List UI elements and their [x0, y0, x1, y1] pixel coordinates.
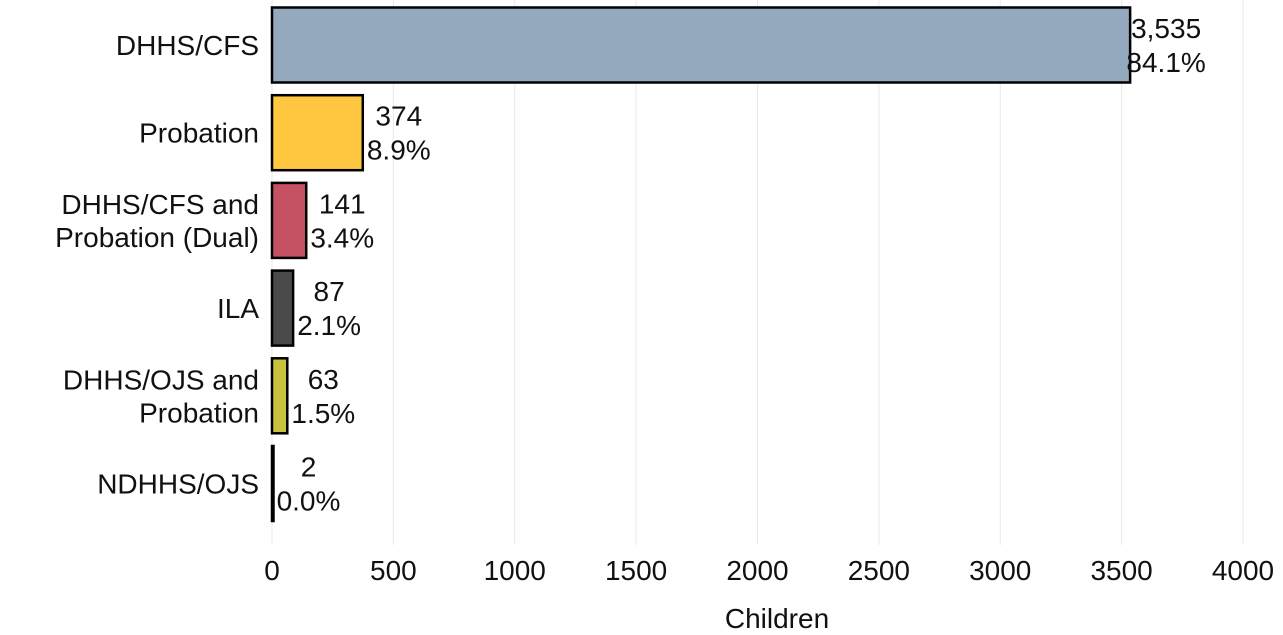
x-tick-label: 4000 [1212, 555, 1274, 586]
x-axis-title: Children [725, 603, 829, 634]
value-label: 374 [375, 101, 422, 132]
bar [270, 181, 308, 260]
x-tick-label: 1500 [605, 555, 667, 586]
percent-label: 3.4% [310, 222, 374, 253]
gridlines [271, 0, 1244, 545]
bar [270, 269, 295, 347]
percent-label: 2.1% [297, 310, 361, 341]
percent-label: 1.5% [291, 398, 355, 429]
x-axis-tick-labels: 0 500 1000 1500 2000 2500 3000 3500 4000 [264, 555, 1274, 586]
value-label: 2 [301, 452, 317, 483]
percent-label: 84.1% [1126, 47, 1205, 78]
percent-label: 8.9% [367, 135, 431, 166]
x-tick-label: 3500 [1090, 555, 1152, 586]
category-label: Probation (Dual) [55, 222, 259, 253]
category-label: DHHS/OJS and [63, 364, 259, 395]
category-label: NDHHS/OJS [97, 469, 259, 500]
category-label: DHHS/CFS and [61, 189, 259, 220]
category-label: DHHS/CFS [116, 30, 259, 61]
x-tick-label: 2500 [848, 555, 910, 586]
category-label: Probation [139, 397, 259, 428]
value-label: 63 [308, 364, 339, 395]
value-label: 3,535 [1131, 13, 1201, 44]
value-label: 87 [314, 276, 345, 307]
bar [270, 93, 365, 172]
percent-label: 0.0% [277, 486, 341, 517]
value-label: 141 [319, 188, 366, 219]
bar [270, 444, 275, 523]
x-tick-label: 0 [264, 555, 280, 586]
x-tick-label: 3000 [969, 555, 1031, 586]
bars [270, 6, 1132, 523]
category-label: ILA [217, 293, 259, 324]
x-tick-label: 1000 [484, 555, 546, 586]
bar [270, 357, 289, 435]
bar [270, 6, 1132, 84]
x-tick-label: 2000 [726, 555, 788, 586]
x-tick-label: 500 [370, 555, 417, 586]
category-label: Probation [139, 118, 259, 149]
